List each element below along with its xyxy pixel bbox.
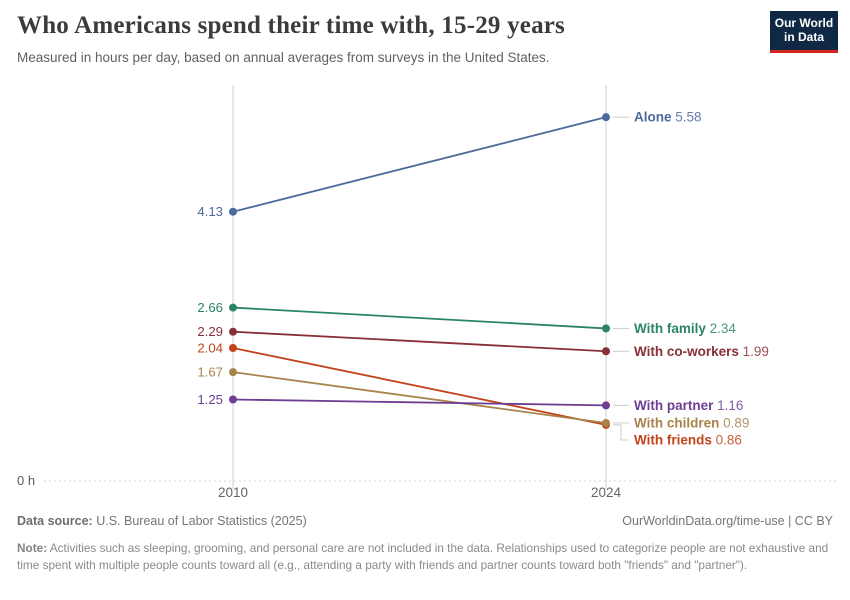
slope-chart: 2010 2024 0 h 4.13 2.66 2.292.04 1.67 1.25 Alone… [17,85,836,500]
end-label-value-alone: 5.58 [675,110,701,125]
start-value-label-with-partner: 1.25 [197,392,223,407]
series-dot-end-alone [602,113,610,122]
series-line-with-family [232,306,607,330]
end-label-value-with-partner: 1.16 [717,398,743,413]
start-value-label-with-co-workers: 2.29 [197,324,223,339]
series-dot-end-with-co-workers [602,347,610,356]
owid-logo: Our World in Data [770,11,838,54]
end-label-with-co-workers: With co-workers 1.99 [634,344,769,359]
series-dot-end-with-children [602,418,610,427]
owid-logo-line1: Our World [774,16,834,30]
series-dot-start-with-children [229,368,237,377]
end-label-name-alone: Alone [634,110,675,125]
end-label-value-with-co-workers: 1.99 [743,344,769,359]
series-line-with-friends [232,347,607,426]
x-tick-label-2024: 2024 [591,485,622,500]
series-line-with-children [232,371,607,424]
end-label-with-partner: With partner 1.16 [634,398,743,413]
end-label-with-children: With children 0.89 [634,415,749,430]
series-line-alone [232,116,607,213]
start-value-label-with-children: 1.67 [197,365,223,380]
series-dot-start-with-friends [229,343,237,352]
end-label-value-with-children: 0.89 [723,415,749,430]
series-dot-end-with-family [602,324,610,333]
series-line-with-co-workers [232,330,607,353]
series-dot-start-with-family [229,303,237,312]
zero-axis-label: 0 h [17,473,35,488]
series-line-with-partner [232,398,607,407]
x-tick-label-2010: 2010 [218,485,248,500]
owid-logo-line2: in Data [783,29,824,44]
start-value-label-with-friends: 2.04 [197,340,223,355]
license-link[interactable]: OurWorldinData.org/time-use | CC BY [622,514,833,528]
chart-note: Note: Activities such as sleeping, groom… [17,540,836,574]
end-label-value-with-family: 2.34 [710,321,737,336]
note-label: Note: [17,541,48,555]
end-label-name-with-friends: With friends [634,432,716,447]
owid-logo-red-bar [770,49,838,54]
start-value-label-with-family: 2.66 [197,300,223,315]
data-source-label: Data source: [17,514,93,528]
end-label-value-with-friends: 0.86 [716,432,742,447]
end-label-with-friends: With friends 0.86 [634,432,742,447]
series-dot-start-with-partner [229,395,237,404]
label-connector-with-friends [613,424,629,441]
page-title: Who Americans spend their time with, 15-… [17,12,565,39]
end-label-with-family: With family 2.34 [634,321,736,336]
source-row: Data source: U.S. Bureau of Labor Statis… [17,514,833,528]
end-label-name-with-partner: With partner [634,398,717,413]
series-dot-start-alone [229,207,237,216]
end-label-name-with-children: With children [634,415,723,430]
data-source-text: U.S. Bureau of Labor Statistics (2025) [92,514,307,528]
series-dot-start-with-co-workers [229,327,237,336]
chart-subtitle: Measured in hours per day, based on annu… [17,50,550,65]
data-source: Data source: U.S. Bureau of Labor Statis… [17,514,307,528]
series-dot-end-with-partner [602,401,610,410]
end-label-alone: Alone 5.58 [634,110,702,125]
end-label-name-with-family: With family [634,321,710,336]
end-label-name-with-co-workers: With co-workers [634,344,743,359]
note-text: Activities such as sleeping, grooming, a… [17,541,829,573]
start-value-label-alone: 4.13 [197,204,223,219]
